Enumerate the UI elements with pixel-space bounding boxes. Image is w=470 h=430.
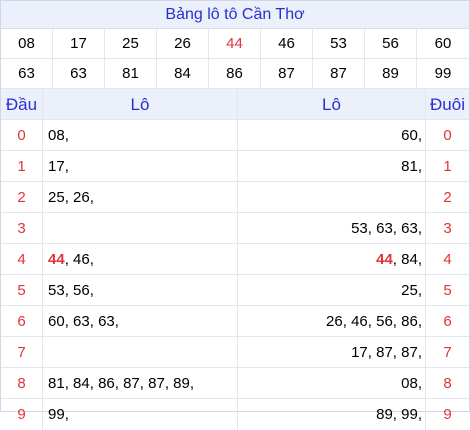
number-cell: 08 (1, 29, 53, 59)
lo-left-cell (43, 213, 238, 243)
dau-cell: 2 (1, 182, 43, 212)
loto-board: Bảng lô tô Cần Thơ 08 17 25 26 44 46 53 56 60 63 6… (0, 0, 470, 412)
number-cell: 63 (53, 59, 105, 89)
lo-right-cell: 60, (238, 120, 426, 150)
number-cell: 46 (261, 29, 313, 59)
lo-left-cell: 08, (43, 120, 238, 150)
table-row: 4 44, 46, 44, 84, 4 (1, 244, 469, 275)
dau-cell: 6 (1, 306, 43, 336)
dau-cell: 7 (1, 337, 43, 367)
dau-cell: 5 (1, 275, 43, 305)
dau-cell: 8 (1, 368, 43, 398)
header-dau: Đầu (1, 89, 43, 119)
number-cell: 60 (417, 29, 469, 59)
number-cell: 63 (1, 59, 53, 89)
number-cell: 86 (209, 59, 261, 89)
lo-right-cell: 26, 46, 56, 86, (238, 306, 426, 336)
lo-right-cell: 08, (238, 368, 426, 398)
number-cell: 84 (157, 59, 209, 89)
table-row: 2 25, 26, 2 (1, 182, 469, 213)
lo-right-cell: 25, (238, 275, 426, 305)
dau-cell: 4 (1, 244, 43, 274)
number-cell: 99 (417, 59, 469, 89)
duoi-cell: 0 (443, 127, 452, 144)
dau-cell: 3 (1, 213, 43, 243)
lo-left-cell: 44, 46, (43, 244, 238, 274)
number-cell: 17 (53, 29, 105, 59)
dau-cell: 9 (1, 399, 43, 430)
dau-cell: 0 (1, 120, 43, 150)
number-cell: 89 (365, 59, 417, 89)
lo-left-cell: 81, 84, 86, 87, 87, 89, (43, 368, 238, 398)
header-lo-left: Lô (43, 89, 238, 119)
numbers-grid: 08 17 25 26 44 46 53 56 60 63 63 81 84 86 87 87 89 99 (1, 29, 469, 89)
lo-left-cell (43, 337, 238, 367)
lo-right-cell: 53, 63, 63, (238, 213, 426, 243)
number-cell: 26 (157, 29, 209, 59)
lo-right-cell: 17, 87, 87, (238, 337, 426, 367)
table-body: 0 08, 60, 0 1 17, 81, 1 2 25, 26, 2 3 53, 63, 63, 3 4 4… (1, 120, 469, 430)
number-cell: 87 (261, 59, 313, 89)
number-cell: 56 (365, 29, 417, 59)
duoi-cell: 4 (443, 251, 452, 268)
lo-right-cell (238, 182, 426, 212)
table-row: 3 53, 63, 63, 3 (1, 213, 469, 244)
lo-left-cell: 60, 63, 63, (43, 306, 238, 336)
duoi-cell: 3 (443, 220, 452, 237)
duoi-cell: 8 (443, 375, 452, 392)
lo-left-cell: 17, (43, 151, 238, 181)
table-row: 9 99, 89, 99, 9 (1, 399, 469, 430)
duoi-cell: 6 (443, 313, 452, 330)
table-row: 0 08, 60, 0 (1, 120, 469, 151)
number-cell: 81 (105, 59, 157, 89)
lo-left-cell: 99, (43, 399, 238, 430)
duoi-cell: 5 (443, 282, 452, 299)
table-row: 1 17, 81, 1 (1, 151, 469, 182)
number-cell: 25 (105, 29, 157, 59)
duoi-cell: 7 (443, 344, 452, 361)
board-title: Bảng lô tô Cần Thơ (1, 1, 469, 29)
lo-right-cell: 81, (238, 151, 426, 181)
loto-table: Đầu Lô Lô Đuôi 0 08, 60, 0 1 17, 81, 1 2 25, 26, 2… (1, 89, 469, 430)
highlight-number: 44 (376, 251, 393, 268)
number-cell: 53 (313, 29, 365, 59)
table-row: 5 53, 56, 25, 5 (1, 275, 469, 306)
lo-left-cell: 53, 56, (43, 275, 238, 305)
table-row: 8 81, 84, 86, 87, 87, 89, 08, 8 (1, 368, 469, 399)
header-lo-right: Lô (238, 89, 426, 119)
table-row: 7 17, 87, 87, 7 (1, 337, 469, 368)
duoi-cell: 2 (443, 189, 452, 206)
number-cell: 44 (209, 29, 261, 59)
highlight-number: 44 (48, 251, 65, 268)
lo-right-cell: 89, 99, (238, 399, 426, 430)
duoi-cell: 1 (443, 158, 452, 175)
header-duoi: Đuôi (430, 95, 465, 114)
lo-right-cell: 44, 84, (238, 244, 426, 274)
number-cell: 87 (313, 59, 365, 89)
table-header-row: Đầu Lô Lô Đuôi (1, 89, 469, 120)
dau-cell: 1 (1, 151, 43, 181)
duoi-cell: 9 (443, 406, 452, 423)
lo-left-cell: 25, 26, (43, 182, 238, 212)
table-row: 6 60, 63, 63, 26, 46, 56, 86, 6 (1, 306, 469, 337)
